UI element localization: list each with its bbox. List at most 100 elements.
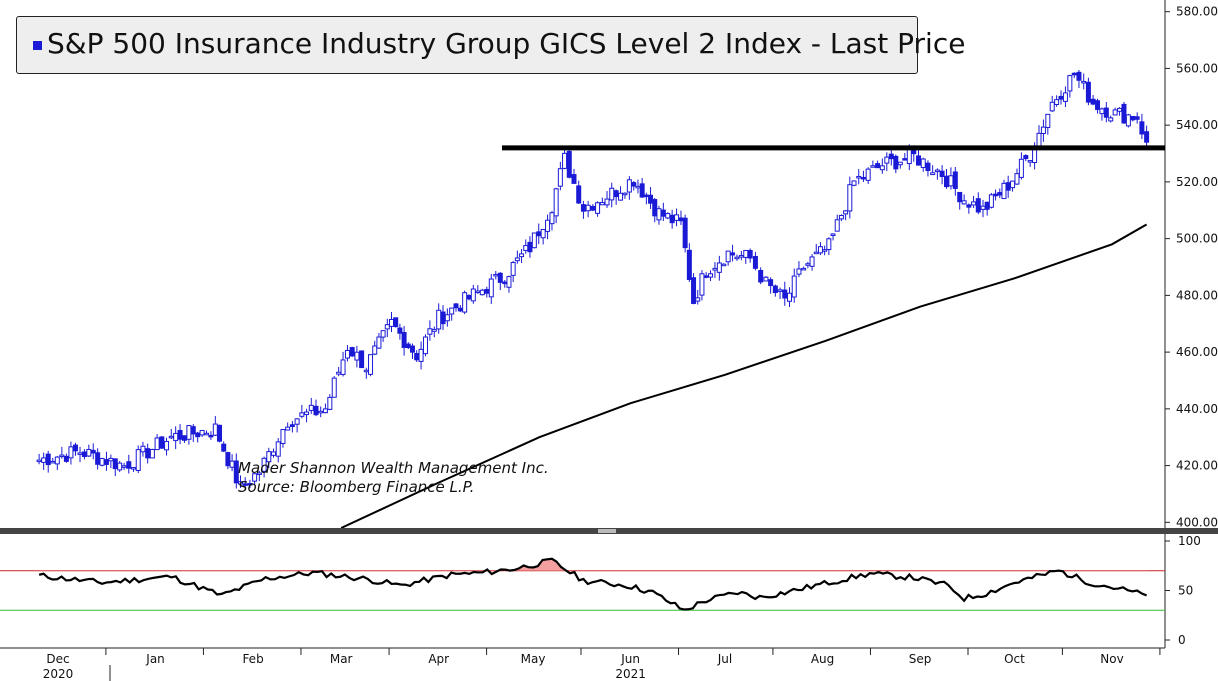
price-candle-body xyxy=(585,204,591,212)
month-label: Sep xyxy=(909,652,932,666)
price-candle-body xyxy=(384,324,390,330)
price-candle-body xyxy=(422,336,428,355)
price-candle-body xyxy=(372,345,378,355)
month-label: Nov xyxy=(1100,652,1123,666)
month-label: Mar xyxy=(330,652,353,666)
legend-series-swatch xyxy=(33,41,42,50)
price-candle-body xyxy=(721,263,727,267)
panel-resize-handle xyxy=(598,529,616,533)
price-candle-body xyxy=(743,249,749,258)
price-candle-body xyxy=(691,277,697,304)
price-candle-body xyxy=(791,275,797,298)
price-candle-body xyxy=(204,432,210,436)
price-candle-body xyxy=(925,162,931,172)
price-candle-body xyxy=(557,168,563,187)
price-candle-body xyxy=(393,317,399,328)
price-candle-body xyxy=(112,458,118,470)
price-axis-label: 420.00 xyxy=(1176,459,1218,473)
price-candle-body xyxy=(772,285,778,294)
price-candle-body xyxy=(164,440,170,451)
price-candle-body xyxy=(777,289,783,292)
price-candle-body xyxy=(90,449,96,454)
price-candle-body xyxy=(1081,80,1087,84)
price-candle-body xyxy=(782,289,788,299)
price-candle-body xyxy=(879,165,885,171)
price-candle-body xyxy=(449,307,455,315)
price-candle-body xyxy=(768,279,774,287)
price-candle-body xyxy=(418,348,424,362)
price-axis-label: 580.00 xyxy=(1176,5,1218,19)
price-candle-body xyxy=(149,449,155,459)
price-candle-body xyxy=(159,436,165,449)
price-candle-body xyxy=(648,194,654,204)
price-candle-body xyxy=(510,262,516,276)
price-candle-body xyxy=(77,452,83,455)
price-candle-body xyxy=(1010,180,1016,189)
price-candle-body xyxy=(1117,107,1123,112)
price-candle-body xyxy=(523,245,529,251)
price-candle-body xyxy=(1023,155,1029,160)
price-candle-body xyxy=(678,217,684,222)
price-candle-body xyxy=(1125,114,1131,127)
price-candle-body xyxy=(966,204,972,208)
price-candle-body xyxy=(1045,113,1051,128)
price-candle-body xyxy=(108,457,114,462)
month-label: Apr xyxy=(428,652,449,666)
price-candle-body xyxy=(1095,100,1101,110)
price-candle-body xyxy=(1139,121,1145,135)
annotation-company: Mader Shannon Wealth Management Inc. xyxy=(238,459,549,477)
price-candle-body xyxy=(190,426,196,435)
price-candle-body xyxy=(354,351,360,361)
price-candle-body xyxy=(856,175,862,179)
price-candle-body xyxy=(830,233,836,236)
price-candle-body xyxy=(540,228,546,239)
price-candle-body xyxy=(752,256,758,269)
price-candle-body xyxy=(436,309,442,330)
price-candle-body xyxy=(63,455,69,462)
price-candle-body xyxy=(897,161,903,166)
price-candle-body xyxy=(834,219,840,232)
price-candle-body xyxy=(271,451,277,456)
price-candle-body xyxy=(562,152,568,169)
price-candle-body xyxy=(145,448,151,459)
price-candle-body xyxy=(466,295,472,300)
price-axis-label: 400.00 xyxy=(1176,515,1218,529)
price-candle-body xyxy=(590,206,596,211)
month-label: Jun xyxy=(620,652,640,666)
price-candle-body xyxy=(643,194,649,198)
price-candle-body xyxy=(261,457,267,472)
price-candle-body xyxy=(409,345,415,353)
price-axis-label: 540.00 xyxy=(1176,118,1218,132)
price-candle-body xyxy=(639,183,645,198)
price-candle-body xyxy=(851,180,857,186)
price-candle-body xyxy=(682,217,688,249)
price-candle-body xyxy=(703,275,709,278)
price-candle-body xyxy=(479,289,485,296)
price-candle-body xyxy=(289,424,295,427)
price-candle-body xyxy=(665,213,671,219)
price-candle-body xyxy=(948,175,954,187)
price-candle-body xyxy=(427,328,433,335)
price-candle-body xyxy=(1001,182,1007,200)
price-candle-body xyxy=(1018,158,1024,178)
price-candle-body xyxy=(613,190,619,198)
price-candle-body xyxy=(801,267,807,271)
price-candle-body xyxy=(997,191,1003,196)
price-candle-body xyxy=(493,273,499,277)
price-candle-body xyxy=(1054,99,1060,105)
price-candle-body xyxy=(331,377,337,398)
price-axis-label: 460.00 xyxy=(1176,345,1218,359)
price-candle-body xyxy=(716,262,722,273)
price-candle-body xyxy=(103,459,109,465)
price-candle-body xyxy=(444,314,450,322)
price-candle-body xyxy=(635,185,641,189)
price-candle-body xyxy=(36,459,42,463)
month-label: Jul xyxy=(717,652,732,666)
price-candle-body xyxy=(934,169,940,173)
price-candle-body xyxy=(256,472,262,475)
price-candle-body xyxy=(893,155,899,170)
price-candle-body xyxy=(363,369,369,373)
price-candle-body xyxy=(380,330,386,338)
price-candle-body xyxy=(95,452,101,465)
price-candle-body xyxy=(154,437,160,451)
